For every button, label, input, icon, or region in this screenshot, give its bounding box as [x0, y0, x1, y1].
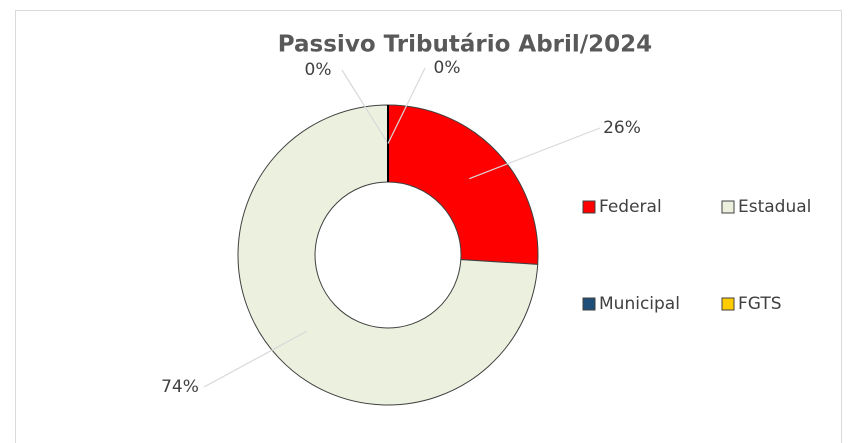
leader-line	[203, 330, 308, 388]
data-label: 0%	[305, 60, 332, 80]
legend-label: FGTS	[738, 294, 782, 314]
legend-label: Municipal	[599, 294, 680, 314]
leader-line	[341, 69, 389, 144]
leader-line	[387, 67, 426, 144]
data-label: 0%	[434, 58, 461, 78]
slice	[237, 104, 539, 406]
legend-swatch	[582, 200, 596, 214]
legend-swatch	[721, 297, 735, 311]
legend-swatch	[721, 200, 735, 214]
leader-line	[469, 127, 601, 180]
data-label: 26%	[603, 118, 641, 138]
slice	[387, 104, 539, 265]
legend-label: Estadual	[738, 197, 811, 217]
chart-title: Passivo Tributário Abril/2024	[278, 32, 652, 58]
data-label: 74%	[161, 377, 199, 397]
legend-swatch	[582, 297, 596, 311]
legend-label: Federal	[599, 197, 662, 217]
